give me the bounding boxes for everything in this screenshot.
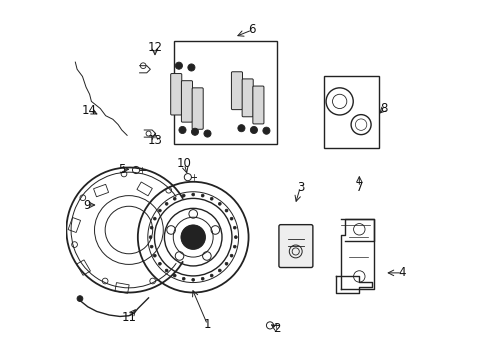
- Text: 8: 8: [381, 102, 388, 115]
- Text: 6: 6: [248, 23, 256, 36]
- Text: 7: 7: [356, 181, 363, 194]
- Circle shape: [175, 62, 182, 69]
- Circle shape: [233, 226, 236, 229]
- Circle shape: [182, 277, 185, 280]
- Circle shape: [192, 128, 198, 135]
- Text: 12: 12: [147, 41, 163, 54]
- Circle shape: [182, 194, 185, 197]
- Circle shape: [77, 296, 83, 301]
- Text: 10: 10: [177, 157, 192, 170]
- Circle shape: [173, 197, 176, 200]
- Text: 14: 14: [82, 104, 97, 117]
- FancyBboxPatch shape: [231, 72, 243, 110]
- Text: 5: 5: [118, 163, 125, 176]
- Text: 11: 11: [122, 311, 136, 324]
- Circle shape: [233, 245, 236, 248]
- Bar: [173, 41, 277, 144]
- Circle shape: [192, 193, 195, 196]
- Text: 1: 1: [204, 318, 211, 331]
- FancyBboxPatch shape: [181, 81, 193, 122]
- Circle shape: [158, 262, 161, 265]
- Circle shape: [201, 277, 204, 280]
- Circle shape: [149, 236, 152, 239]
- Circle shape: [225, 209, 228, 212]
- Circle shape: [234, 236, 237, 239]
- Circle shape: [192, 278, 195, 281]
- Circle shape: [230, 217, 233, 220]
- Circle shape: [225, 262, 228, 265]
- Bar: [68, 217, 80, 233]
- Circle shape: [150, 226, 153, 229]
- Circle shape: [210, 274, 213, 277]
- Bar: [76, 260, 91, 275]
- FancyBboxPatch shape: [192, 88, 203, 129]
- Circle shape: [150, 245, 153, 248]
- FancyBboxPatch shape: [279, 225, 313, 267]
- Circle shape: [173, 274, 176, 277]
- Text: 2: 2: [273, 322, 281, 335]
- Circle shape: [179, 126, 186, 134]
- Bar: [323, 76, 379, 148]
- Circle shape: [165, 202, 168, 205]
- Circle shape: [188, 64, 195, 71]
- Circle shape: [250, 126, 258, 134]
- Text: 9: 9: [83, 198, 91, 212]
- Circle shape: [158, 209, 161, 212]
- Text: 4: 4: [398, 266, 406, 279]
- Circle shape: [165, 269, 168, 272]
- Circle shape: [230, 254, 233, 257]
- Circle shape: [182, 225, 205, 249]
- Bar: [137, 182, 152, 196]
- Circle shape: [238, 125, 245, 132]
- Circle shape: [210, 197, 213, 200]
- Text: 3: 3: [296, 181, 304, 194]
- Bar: [115, 283, 129, 293]
- Circle shape: [153, 254, 156, 257]
- Circle shape: [201, 194, 204, 197]
- FancyBboxPatch shape: [253, 86, 264, 124]
- FancyBboxPatch shape: [171, 73, 182, 115]
- Circle shape: [153, 217, 156, 220]
- Text: 13: 13: [147, 134, 162, 147]
- FancyBboxPatch shape: [242, 79, 253, 117]
- Circle shape: [204, 130, 211, 137]
- Circle shape: [219, 269, 221, 272]
- Circle shape: [263, 127, 270, 134]
- Circle shape: [219, 202, 221, 205]
- Bar: [94, 184, 109, 197]
